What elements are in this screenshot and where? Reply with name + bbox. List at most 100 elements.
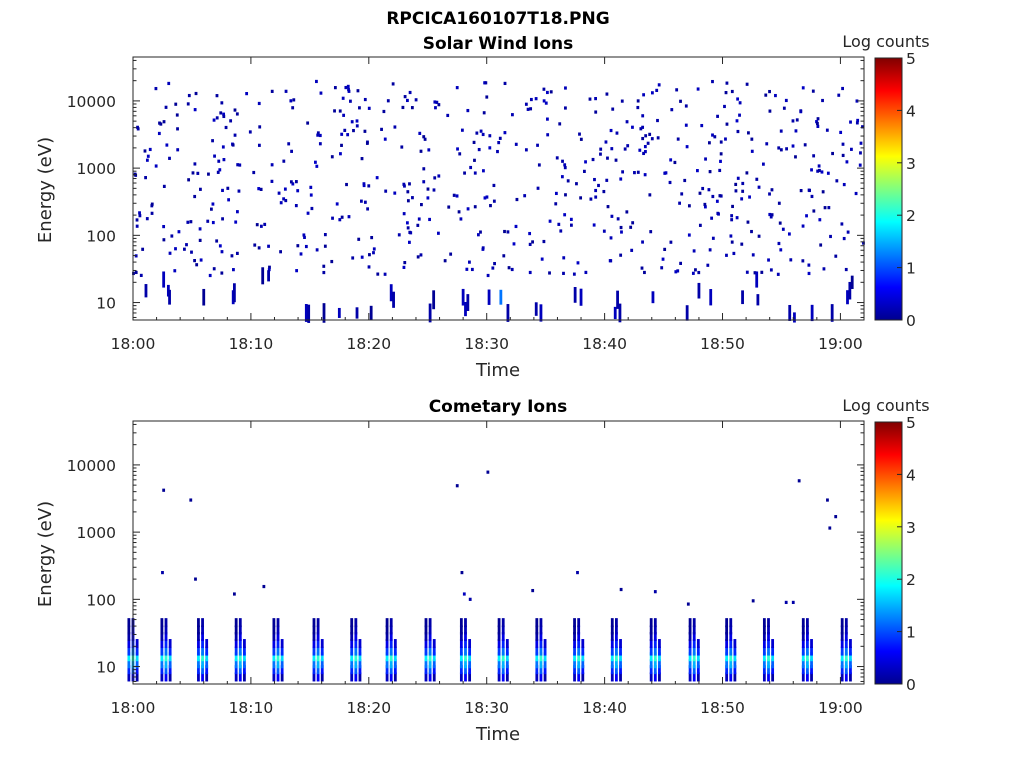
data-cell: [135, 652, 139, 662]
data-cell: [751, 253, 755, 257]
data-cell: [340, 132, 344, 136]
data-cell: [762, 618, 766, 628]
data-cell: [393, 646, 397, 656]
data-cell: [725, 665, 729, 675]
data-cell: [692, 249, 696, 253]
data-cell: [703, 202, 707, 207]
data-cell: [755, 177, 759, 181]
data-cell: [296, 189, 300, 193]
data-cell: [641, 136, 645, 141]
data-cell: [267, 244, 270, 248]
data-cell: [569, 217, 573, 221]
data-cell: [365, 141, 369, 145]
data-cell: [462, 592, 466, 596]
data-cell: [403, 260, 407, 265]
data-cell: [736, 176, 740, 180]
data-cell: [501, 652, 505, 662]
data-cell: [199, 258, 203, 262]
data-cell: [528, 242, 532, 247]
x-tick-label: 18:50: [700, 699, 745, 717]
data-cell: [201, 665, 204, 675]
data-cell: [232, 268, 235, 272]
data-cell: [284, 89, 288, 93]
data-cell: [335, 202, 339, 206]
data-cell: [287, 142, 291, 146]
data-cell: [312, 659, 316, 669]
data-cell: [791, 600, 795, 605]
data-cell: [389, 639, 393, 649]
data-cell: [577, 646, 581, 656]
data-cell: [812, 209, 816, 213]
data-cell: [283, 187, 287, 191]
x-tick-label: 18:50: [700, 335, 745, 353]
data-cell: [779, 248, 783, 252]
data-cell: [767, 258, 770, 262]
data-cell: [243, 665, 246, 675]
data-cell: [707, 188, 711, 192]
data-cell: [497, 639, 501, 649]
data-cell: [238, 631, 242, 641]
data-cell: [466, 207, 470, 211]
x-axis-ticks: 18:00 18:10 18:20 18:30 18:40 18:50 19:00: [111, 57, 865, 353]
data-cell: [198, 238, 202, 242]
data-cell: [408, 230, 412, 234]
data-cell: [205, 652, 209, 662]
data-cell: [514, 224, 518, 229]
data-cell: [649, 665, 653, 675]
data-cell: [741, 290, 744, 305]
data-cell: [692, 625, 696, 635]
data-cell: [459, 625, 463, 635]
data-cell: [170, 234, 174, 238]
data-cell: [696, 652, 700, 662]
data-cell: [801, 652, 805, 662]
data-cell: [577, 652, 581, 662]
data-cell: [696, 87, 700, 91]
data-cell: [306, 121, 310, 125]
data-cell: [420, 202, 423, 207]
data-cell: [505, 659, 509, 669]
data-cell: [272, 639, 276, 649]
data-cell: [338, 109, 342, 113]
data-cell: [844, 618, 848, 628]
data-cell: [234, 652, 238, 662]
data-cell: [272, 618, 276, 628]
data-cell: [330, 259, 334, 264]
data-cell: [729, 652, 733, 662]
data-cell: [801, 646, 805, 656]
data-cell: [669, 240, 673, 244]
data-cell: [164, 665, 168, 675]
data-cell: [806, 672, 809, 682]
data-cell: [770, 188, 774, 192]
data-cell: [402, 212, 406, 216]
data-cell: [472, 140, 476, 145]
data-cell: [620, 230, 623, 234]
data-cell: [492, 199, 496, 203]
data-cell: [393, 652, 397, 662]
data-cell: [615, 652, 618, 662]
data-cell: [835, 179, 839, 183]
data-cell: [473, 171, 477, 175]
data-cell: [641, 240, 644, 244]
data-cell: [767, 672, 770, 682]
data-cell: [197, 639, 200, 649]
data-cell: [280, 652, 284, 662]
data-cell: [432, 672, 436, 682]
data-cell: [488, 134, 492, 138]
data-cell: [257, 246, 261, 250]
data-cell: [164, 639, 168, 649]
data-cell: [639, 127, 643, 131]
data-cell: [564, 86, 567, 90]
colorbar-label: Log counts: [842, 396, 929, 415]
data-cell: [406, 190, 410, 194]
data-cell: [753, 271, 757, 275]
data-cell: [220, 250, 224, 254]
data-cell: [497, 141, 501, 145]
data-cell: [207, 172, 210, 176]
data-cell: [233, 133, 237, 137]
data-cell: [768, 89, 771, 94]
data-cell: [164, 652, 168, 662]
data-cell: [350, 618, 354, 628]
data-cell: [649, 230, 653, 234]
data-cell: [418, 131, 422, 135]
data-cell: [505, 665, 509, 675]
